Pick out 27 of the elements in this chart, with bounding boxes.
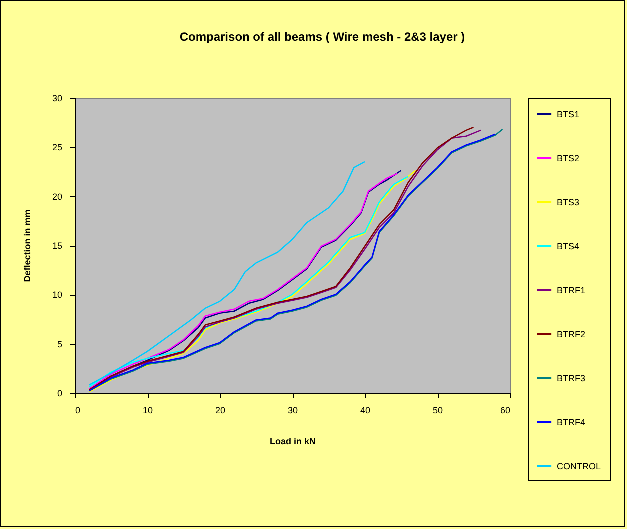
legend-label: BTS1 [557,110,580,120]
x-tick-label: 20 [215,406,226,416]
x-tick-label: 50 [432,406,444,416]
legend-label: BTRF4 [557,418,586,428]
x-tick-label: 60 [500,406,510,416]
y-axis-title: Deflection in mm [22,210,32,282]
x-tick-label: 10 [142,406,154,416]
x-tick-label: 30 [288,406,298,416]
y-tick-label: 10 [52,290,62,300]
legend-label: CONTROL [557,462,602,472]
y-tick-label: 5 [57,339,62,350]
legend-label: BTRF1 [557,286,586,296]
x-axis-title: Load in kN [270,436,316,446]
y-tick-label: 15 [52,241,62,251]
legend-label: BTS3 [557,198,580,208]
chart-title: Comparison of all beams ( Wire mesh - 2&3 layer ) [180,30,466,44]
x-tick-label: 40 [360,406,371,416]
legend-label: BTRF2 [557,330,586,340]
y-tick-label: 30 [52,94,62,104]
y-tick-label: 0 [57,388,62,398]
x-tick-label: 0 [76,406,81,416]
legend-label: BTS4 [557,242,580,252]
y-tick-label: 25 [52,142,62,153]
legend-label: BTS2 [557,154,580,164]
line-series [88,161,366,386]
y-tick-label: 20 [52,192,62,202]
legend-label: BTRF3 [557,374,586,384]
